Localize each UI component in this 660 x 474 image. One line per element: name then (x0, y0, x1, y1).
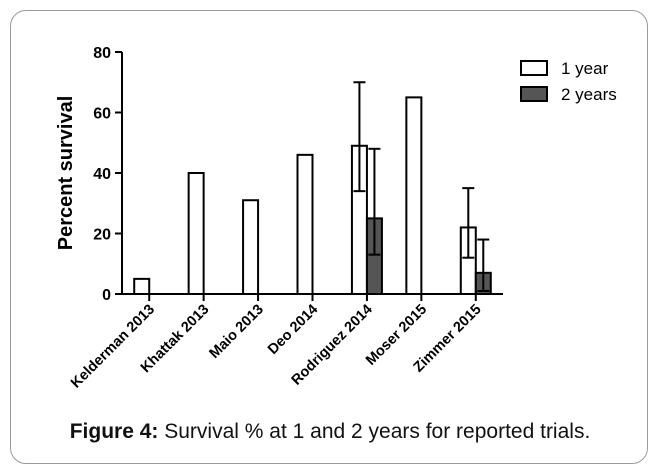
caption-label: Figure 4: (69, 420, 159, 443)
legend-swatch-one-year (520, 60, 548, 76)
legend-label-one-year: 1 year (561, 59, 609, 78)
legend-label-two-years: 2 years (561, 85, 617, 104)
bar-one-year (405, 96, 423, 295)
figure-caption: Figure 4: Survival % at 1 and 2 years fo… (0, 420, 660, 444)
x-category-label: Maio 2013 (207, 302, 267, 362)
bar-one-year (242, 199, 260, 296)
y-tick-label: 20 (93, 227, 111, 244)
figure-frame (10, 10, 648, 464)
y-tick-label: 0 (102, 287, 111, 304)
y-tick-label: 60 (93, 106, 111, 123)
x-category-label: Deo 2014 (265, 302, 321, 358)
y-tick-label: 80 (93, 45, 111, 62)
y-axis-label: Percent survival (55, 96, 77, 251)
caption-text: Survival % at 1 and 2 years for reported… (164, 420, 591, 443)
legend-swatch-two-years (520, 86, 548, 102)
bar-one-year (133, 277, 151, 295)
y-tick-label: 40 (93, 166, 111, 183)
x-category-label: Kelderman 2013 (68, 302, 158, 392)
bar-one-year (296, 153, 314, 295)
bar-one-year (187, 172, 205, 295)
